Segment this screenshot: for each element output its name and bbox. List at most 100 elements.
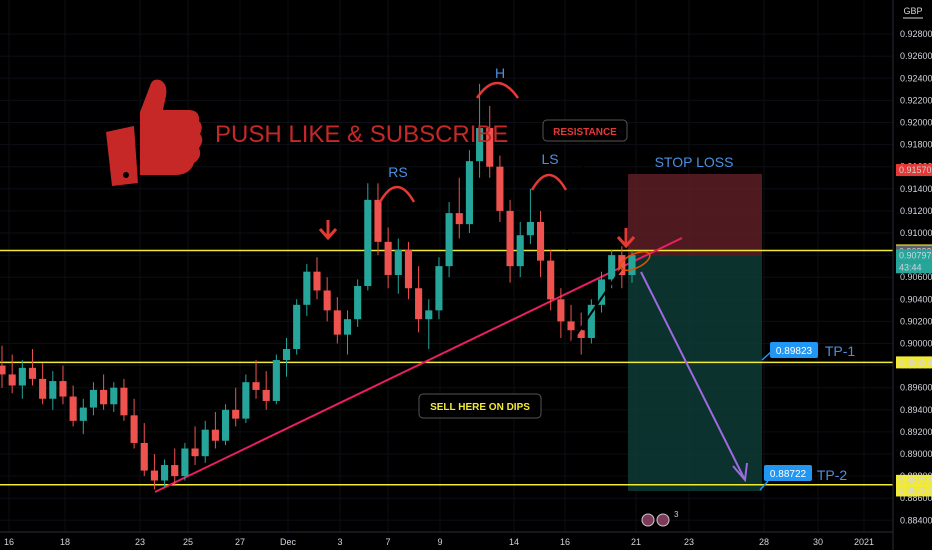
tp1-label: TP-1 bbox=[825, 343, 856, 359]
svg-text:0.88722: 0.88722 bbox=[899, 485, 932, 495]
candle bbox=[394, 238, 402, 294]
sell-label: SELL HERE ON DIPS bbox=[430, 402, 530, 413]
x-tick-label: 16 bbox=[4, 537, 14, 547]
left-shoulder-arc bbox=[530, 173, 568, 191]
candle bbox=[201, 420, 209, 463]
candle bbox=[232, 387, 240, 427]
candle bbox=[252, 360, 260, 399]
candle bbox=[171, 448, 179, 485]
sell-pointer-line bbox=[565, 267, 623, 351]
candle bbox=[587, 299, 595, 344]
y-tick-label: 0.89400 bbox=[900, 405, 932, 415]
event-count: 3 bbox=[674, 510, 679, 519]
x-tick-label: 21 bbox=[631, 537, 641, 547]
candle bbox=[272, 354, 280, 405]
y-tick-label: 0.91400 bbox=[900, 184, 932, 194]
candle bbox=[130, 398, 138, 449]
candle bbox=[628, 250, 636, 283]
tp2-value: 0.88722 bbox=[770, 469, 807, 480]
y-tick-label: 0.91000 bbox=[900, 228, 932, 238]
candle bbox=[18, 360, 26, 399]
x-tick-label: 3 bbox=[337, 537, 342, 547]
y-tick-label: 0.90400 bbox=[900, 294, 932, 304]
candle bbox=[506, 199, 514, 283]
x-tick-label: 18 bbox=[60, 537, 70, 547]
candle bbox=[303, 263, 311, 316]
candle bbox=[425, 299, 433, 350]
svg-text:0.90797: 0.90797 bbox=[899, 250, 932, 260]
price-tag: 0.90797 bbox=[896, 249, 932, 262]
sell-callout[interactable]: SELL HERE ON DIPS bbox=[418, 393, 542, 419]
candle bbox=[89, 382, 98, 416]
candle bbox=[374, 183, 382, 256]
candle bbox=[384, 227, 392, 289]
candle bbox=[8, 354, 16, 394]
candle bbox=[110, 382, 118, 413]
event-icon[interactable] bbox=[641, 513, 655, 527]
y-tick-label: 0.92600 bbox=[900, 51, 932, 61]
x-tick-label: 28 bbox=[759, 537, 769, 547]
y-tick-label: 0.89000 bbox=[900, 449, 932, 459]
x-tick-label: 2021 bbox=[854, 537, 874, 547]
candle bbox=[333, 297, 341, 344]
candle bbox=[577, 312, 585, 355]
candle bbox=[476, 83, 484, 178]
right-shoulder-arc bbox=[378, 185, 416, 203]
cta-text: PUSH LIKE & SUBSCRIBE bbox=[215, 121, 508, 148]
rising-trendline[interactable] bbox=[154, 237, 683, 493]
time-axis[interactable]: 16 18 23 25 27 Dec 3 7 9 14 16 21 23 28 30 2021 bbox=[4, 537, 874, 547]
candle bbox=[313, 257, 321, 300]
stop-loss-zone bbox=[628, 174, 762, 256]
x-tick-label: 9 bbox=[437, 537, 442, 547]
event-icon[interactable] bbox=[656, 513, 670, 527]
projection-arrow-line bbox=[640, 271, 745, 479]
candle bbox=[150, 454, 158, 490]
candle bbox=[100, 374, 108, 410]
y-tick-label: 0.91200 bbox=[900, 206, 932, 216]
left-shoulder-label: LS bbox=[541, 151, 558, 167]
candle bbox=[282, 337, 291, 377]
x-tick-label: 27 bbox=[235, 537, 245, 547]
y-tick-label: 0.88400 bbox=[900, 515, 932, 525]
candle bbox=[49, 371, 57, 410]
event-icons[interactable]: 3 bbox=[641, 510, 679, 527]
candle bbox=[547, 249, 555, 311]
candle bbox=[120, 378, 128, 421]
candle bbox=[496, 155, 504, 222]
x-tick-label: 23 bbox=[135, 537, 145, 547]
x-tick-label: 23 bbox=[684, 537, 694, 547]
candle bbox=[211, 412, 219, 449]
candle bbox=[323, 277, 331, 322]
y-tick-label: 0.92400 bbox=[900, 73, 932, 83]
resistance-callout[interactable]: RESISTANCE bbox=[542, 119, 628, 142]
y-tick-label: 0.90200 bbox=[900, 316, 932, 326]
thumbs-up-icon bbox=[106, 79, 203, 186]
x-tick-label: 14 bbox=[509, 537, 519, 547]
price-tag: 0.89829 bbox=[896, 356, 932, 369]
candle bbox=[404, 241, 413, 300]
candle bbox=[59, 365, 67, 405]
y-tick-label: 0.89600 bbox=[900, 383, 932, 393]
candle bbox=[161, 459, 169, 488]
candle bbox=[79, 398, 87, 435]
tp1-tag[interactable]: 0.89823 bbox=[761, 342, 818, 361]
candle bbox=[293, 299, 301, 355]
candle bbox=[354, 279, 362, 327]
candle bbox=[597, 271, 606, 313]
candle bbox=[455, 177, 463, 239]
y-tick-label: 0.90600 bbox=[900, 272, 932, 282]
price-axis[interactable]: 0.92800 0.92600 0.92400 0.92200 0.92000 0.918… bbox=[896, 29, 932, 525]
candle bbox=[140, 423, 148, 477]
y-tick-label: 0.92200 bbox=[900, 95, 932, 105]
price-tag: 0.91570 bbox=[896, 164, 932, 177]
price-tag: 0.88722 bbox=[896, 484, 932, 497]
candle bbox=[465, 150, 473, 233]
price-tag: 0.88722 bbox=[896, 474, 932, 487]
x-tick-label: 25 bbox=[183, 537, 193, 547]
candle bbox=[557, 288, 565, 338]
tp2-tag[interactable]: 0.88722 bbox=[759, 465, 812, 491]
projection-arrowhead-icon bbox=[732, 462, 748, 483]
down-arrow-icon bbox=[616, 228, 636, 249]
candle bbox=[445, 202, 453, 278]
